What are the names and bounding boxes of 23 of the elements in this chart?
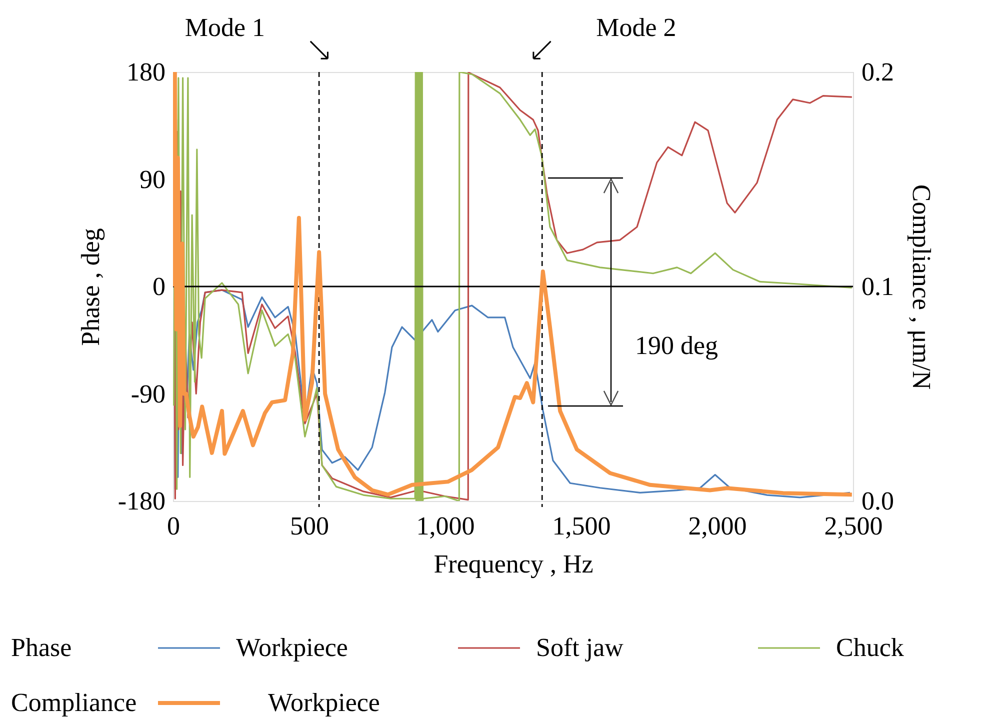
annotation: 190 deg (635, 331, 718, 360)
y2-tick-label: 0.2 (862, 58, 894, 86)
legend-label: Soft jaw (536, 633, 624, 662)
y-tick-label: -90 (130, 379, 166, 408)
y-axis-title: Phase , deg (76, 228, 105, 346)
text: Compliance (11, 688, 137, 717)
x-axis-title: Frequency , Hz (434, 550, 594, 578)
x-tick-label: 1,500 (552, 512, 611, 540)
legend-label: Workpiece (268, 688, 380, 717)
y-tick-label: -180 (118, 486, 166, 516)
ref-line-label: Mode 2 (596, 13, 676, 42)
y-tick-label: 180 (126, 58, 166, 86)
y-tick-label: 90 (140, 164, 166, 194)
y2-tick-label: 0.1 (862, 272, 894, 301)
x-tick-label: 1,000 (416, 512, 475, 540)
ref-line-label: Mode 1 (184, 13, 266, 42)
y2-axis-title: Compliance , μm/N (907, 184, 936, 390)
legend-label: Chuck (836, 633, 904, 662)
x-tick-label: 2,000 (688, 512, 747, 540)
text: Phase (11, 633, 72, 662)
legend-label: Workpiece (236, 633, 348, 662)
y-tick-label: 0 (152, 272, 166, 301)
x-tick-label: 500 (290, 512, 329, 540)
